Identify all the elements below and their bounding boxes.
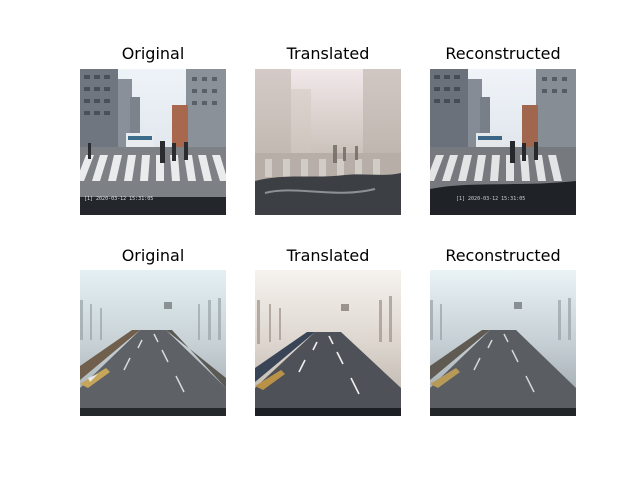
panel-title-translated-2: Translated [286,246,370,265]
panel-title-reconstructed-1: Reconstructed [445,44,561,63]
image-original-highway [80,270,226,416]
timestamp-overlay-original: [1] 2020-03-12 15:31:05 [84,196,153,202]
panel-title-translated-1: Translated [286,44,370,63]
panel-title-original-2: Original [121,246,185,265]
timestamp-overlay-reconstructed: [1] 2020-03-12 15:31:05 [456,196,525,202]
image-translated-city [255,69,401,215]
panel-title-original-1: Original [121,44,185,63]
image-reconstructed-highway [430,270,576,416]
image-original-city: [1] 2020-03-12 15:31:05 [80,69,226,215]
image-translated-highway [255,270,401,416]
image-reconstructed-city: [1] 2020-03-12 15:31:05 [430,69,576,215]
panel-title-reconstructed-2: Reconstructed [445,246,561,265]
